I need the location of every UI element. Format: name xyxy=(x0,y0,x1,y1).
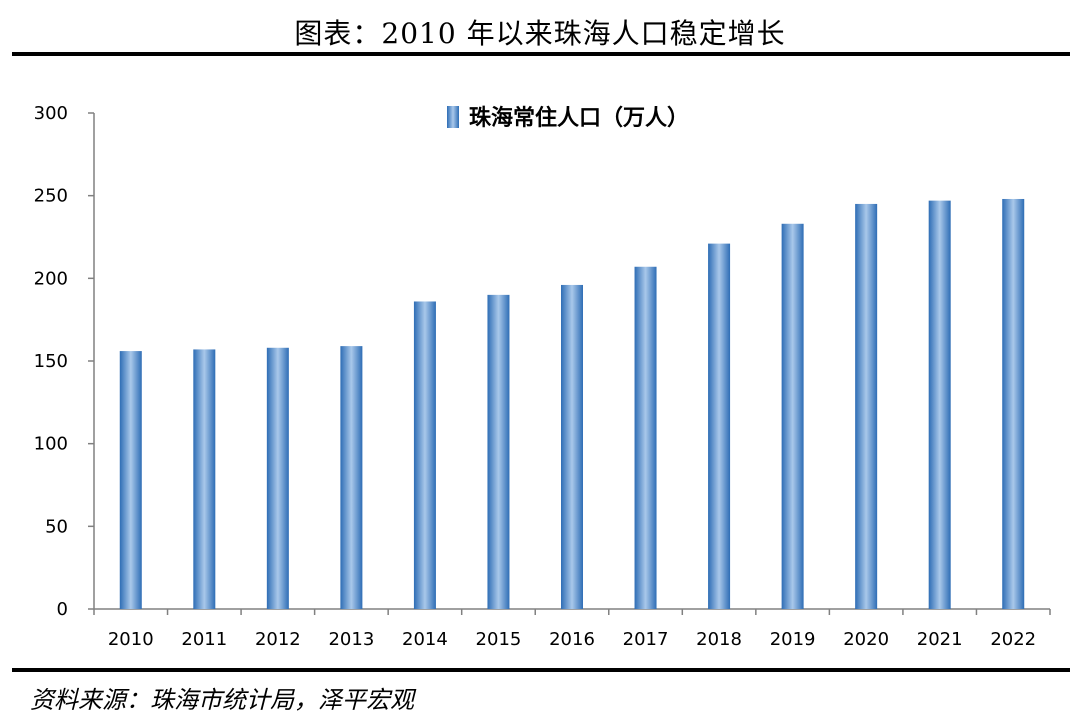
bar xyxy=(340,346,363,609)
legend: 珠海常住人口（万人） xyxy=(447,105,689,131)
bar-series xyxy=(119,198,1025,610)
legend-label: 珠海常住人口（万人） xyxy=(469,105,689,131)
footer-rule xyxy=(12,668,1070,672)
bar xyxy=(634,266,657,609)
x-tick-label: 2013 xyxy=(328,629,374,650)
title-rule xyxy=(12,52,1070,56)
bar xyxy=(855,203,878,609)
bar xyxy=(193,349,216,609)
bar xyxy=(561,284,583,609)
bar xyxy=(1002,198,1025,609)
bar xyxy=(266,347,289,609)
source-note: 资料来源：珠海市统计局，泽平宏观 xyxy=(30,686,414,714)
x-tick-label: 2019 xyxy=(770,629,816,650)
x-tick-label: 2022 xyxy=(990,629,1036,650)
y-tick-label: 0 xyxy=(57,599,68,620)
x-tick-label: 2014 xyxy=(402,629,448,650)
bar xyxy=(487,294,510,609)
bar xyxy=(928,200,951,610)
bar xyxy=(781,223,804,610)
page-title: 图表：2010 年以来珠海人口稳定增长 xyxy=(294,17,786,50)
x-tick-label: 2015 xyxy=(476,629,522,650)
legend-swatch xyxy=(447,106,459,128)
x-tick-label: 2017 xyxy=(623,629,669,650)
x-tick-label: 2018 xyxy=(696,629,742,650)
x-tick-label: 2021 xyxy=(917,629,963,650)
y-tick-label: 100 xyxy=(34,434,68,455)
x-axis: 2010 2011 2012 2013 2014 2015 2016 2017 2018 2019… xyxy=(93,608,1051,650)
y-tick-label: 50 xyxy=(45,516,68,537)
y-tick-label: 150 xyxy=(34,351,68,372)
y-tick-label: 300 xyxy=(34,103,68,124)
x-tick-label: 2012 xyxy=(255,629,301,650)
x-tick-label: 2010 xyxy=(108,629,154,650)
y-tick-label: 250 xyxy=(34,186,68,207)
x-tick-label: 2020 xyxy=(843,629,889,650)
x-tick-label: 2016 xyxy=(549,629,595,650)
bar xyxy=(119,351,142,609)
y-tick-label: 200 xyxy=(34,268,68,289)
bar xyxy=(413,301,436,609)
y-axis: 0 50 100 150 200 250 300 xyxy=(34,103,95,620)
x-tick-label: 2011 xyxy=(181,629,227,650)
bar xyxy=(708,243,731,609)
